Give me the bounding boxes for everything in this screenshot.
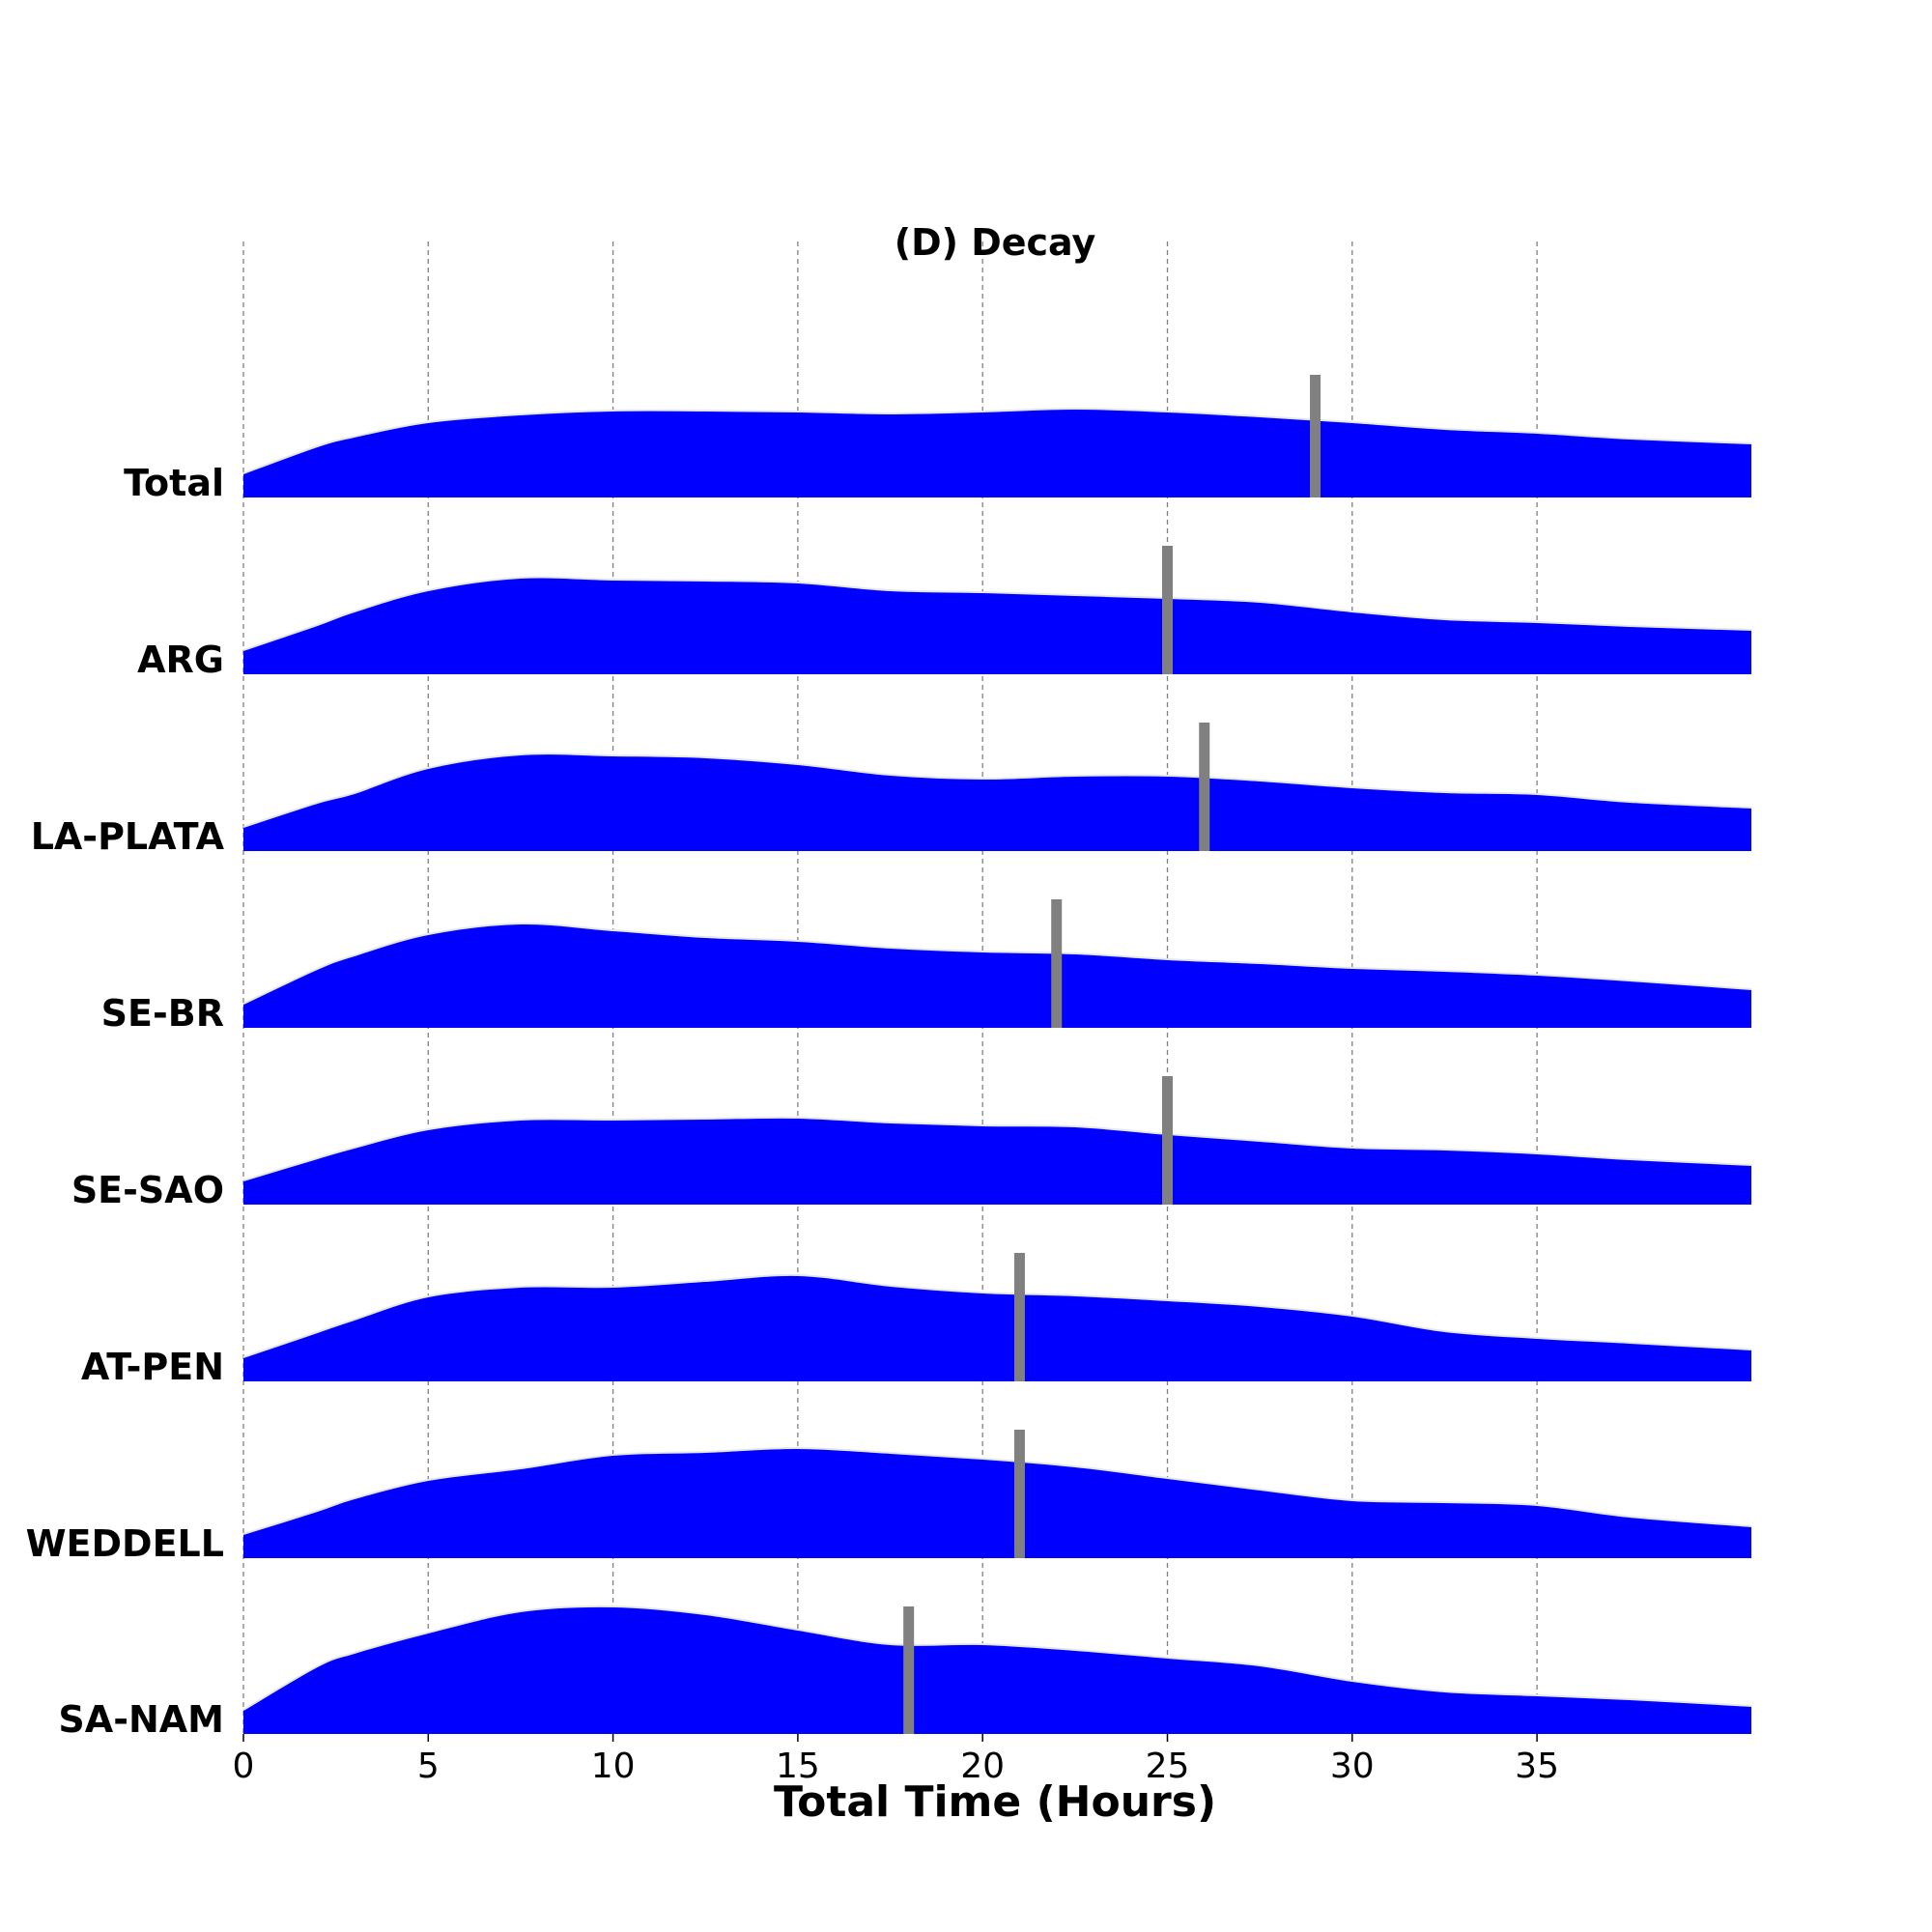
row-label: WEDDELL <box>26 1522 224 1565</box>
marker-bar <box>1161 546 1173 674</box>
row-label: SE-BR <box>101 992 224 1035</box>
ridge-outline <box>242 576 1752 651</box>
x-tick-label: 5 <box>417 1747 440 1786</box>
x-axis: 0 5 10 15 20 25 30 35 <box>233 1734 1559 1786</box>
x-tick-label: 35 <box>1515 1747 1559 1786</box>
ridge-at-pen: AT-PEN <box>81 1253 1752 1388</box>
row-label: ARG <box>137 639 224 681</box>
ridge-sa-nam: SA-NAM <box>58 1605 1752 1741</box>
ridge-outline <box>242 1273 1752 1358</box>
ridge-area <box>243 1447 1751 1558</box>
ridge-area <box>243 923 1751 1028</box>
row-label: SE-SAO <box>71 1169 224 1211</box>
ridge-outline <box>242 407 1752 474</box>
ridge-total: Total <box>124 375 1752 504</box>
ridge-arg: ARG <box>137 546 1752 681</box>
ridge-outline <box>242 1605 1752 1711</box>
ridge-area <box>243 1274 1751 1381</box>
ridge-la-plata: LA-PLATA <box>31 723 1752 858</box>
x-axis-label: Total Time (Hours) <box>774 1777 1216 1827</box>
row-label: AT-PEN <box>81 1346 224 1388</box>
ridge-area <box>243 1117 1751 1205</box>
marker-bar <box>1161 1076 1173 1205</box>
x-tick-label: 25 <box>1146 1747 1190 1786</box>
ridge-outline <box>242 753 1752 828</box>
marker-bar <box>1013 1430 1025 1558</box>
row-label: SA-NAM <box>58 1698 224 1741</box>
ridge-area <box>243 753 1751 851</box>
ridge-area <box>243 577 1751 674</box>
x-tick-label: 30 <box>1330 1747 1375 1786</box>
marker-bar <box>1051 899 1063 1028</box>
x-tick-label: 20 <box>960 1747 1005 1786</box>
marker-bar <box>1013 1253 1025 1381</box>
x-tick-label: 0 <box>233 1747 255 1786</box>
ridges: Total ARG LA-PLATA SE-BR SE-SAO AT-PEN WEDDELL… <box>26 375 1752 1741</box>
ridge-outline <box>242 1446 1752 1535</box>
chart-title: (D) Decay <box>895 221 1096 264</box>
ridge-se-sao: SE-SAO <box>71 1076 1752 1211</box>
ridge-area <box>243 1605 1751 1734</box>
x-tick-label: 15 <box>776 1747 820 1786</box>
x-tick-label: 10 <box>591 1747 636 1786</box>
row-label: Total <box>124 462 224 504</box>
marker-bar <box>903 1606 915 1734</box>
ridge-se-br: SE-BR <box>101 899 1752 1035</box>
ridge-weddell: WEDDELL <box>26 1430 1752 1565</box>
ridge-outline <box>242 1116 1752 1181</box>
ridge-area <box>243 409 1751 497</box>
row-label: LA-PLATA <box>31 815 225 858</box>
ridge-outline <box>242 922 1752 1005</box>
marker-bar <box>1199 723 1210 851</box>
marker-bar <box>1310 375 1321 497</box>
